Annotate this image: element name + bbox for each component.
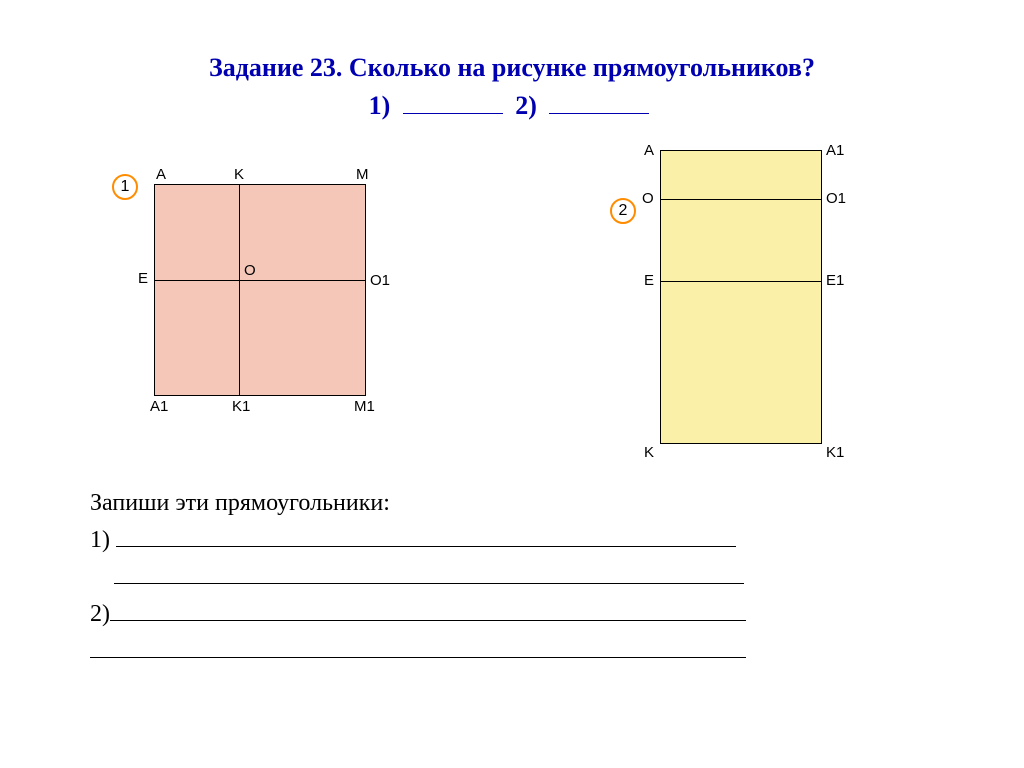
- label2-A: A: [644, 142, 654, 159]
- task-title: Задание 23. Сколько на рисунке прямоугол…: [0, 0, 1024, 125]
- title-blank-1: [403, 98, 503, 115]
- label2-K1: K1: [826, 444, 844, 461]
- answer-line-1b: [90, 564, 746, 591]
- label2-E: E: [644, 272, 654, 289]
- figure-2-rect: [660, 150, 822, 444]
- answer-1-blank-a: [116, 529, 736, 547]
- label-A: A: [156, 166, 166, 183]
- label-A1: A1: [150, 398, 168, 415]
- title-line2: 1) 2): [0, 88, 1024, 124]
- label-K1: K1: [232, 398, 250, 415]
- title-prefix-1: 1): [369, 91, 391, 120]
- figure-2: 2 A A1 O O1 E E1 K K1: [640, 146, 860, 466]
- label-K: K: [234, 166, 244, 183]
- label-O1: O1: [370, 272, 390, 289]
- figure-2-line-2: [661, 281, 821, 282]
- answer-2-blank-b: [90, 640, 746, 658]
- label2-O1: O1: [826, 190, 846, 207]
- figure-2-badge: 2: [610, 198, 636, 224]
- answer-2-blank-a: [110, 603, 746, 621]
- answer-2-prefix: 2): [90, 601, 110, 627]
- figure-2-line-1: [661, 199, 821, 200]
- answers-block: Запиши эти прямоугольники: 1) 2): [90, 490, 746, 675]
- figure-1-vertical-line: [239, 185, 240, 395]
- label-M1: M1: [354, 398, 375, 415]
- label-O: O: [244, 262, 256, 279]
- answer-1-blank-b: [114, 566, 744, 584]
- label-E: E: [138, 270, 148, 287]
- label2-A1: A1: [826, 142, 844, 159]
- answer-line-2: 2): [90, 601, 746, 628]
- title-line1: Задание 23. Сколько на рисунке прямоугол…: [0, 50, 1024, 86]
- figure-1: 1 A K M E O O1 A1 K1 M1: [140, 170, 400, 430]
- label-M: M: [356, 166, 369, 183]
- figures-row: 1 A K M E O O1 A1 K1 M1 2 A A1 O O1 E E1…: [0, 170, 1024, 460]
- answer-line-1: 1): [90, 527, 746, 554]
- answers-prompt: Запиши эти прямоугольники:: [90, 490, 746, 517]
- answer-line-2b: [90, 638, 746, 665]
- label2-E1: E1: [826, 272, 844, 289]
- figure-1-square: [154, 184, 366, 396]
- label2-O: O: [642, 190, 654, 207]
- title-blank-2: [549, 98, 649, 115]
- figure-1-badge: 1: [112, 174, 138, 200]
- label2-K: K: [644, 444, 654, 461]
- answer-1-prefix: 1): [90, 527, 110, 553]
- title-prefix-2: 2): [515, 91, 537, 120]
- figure-1-horizontal-line: [155, 280, 365, 281]
